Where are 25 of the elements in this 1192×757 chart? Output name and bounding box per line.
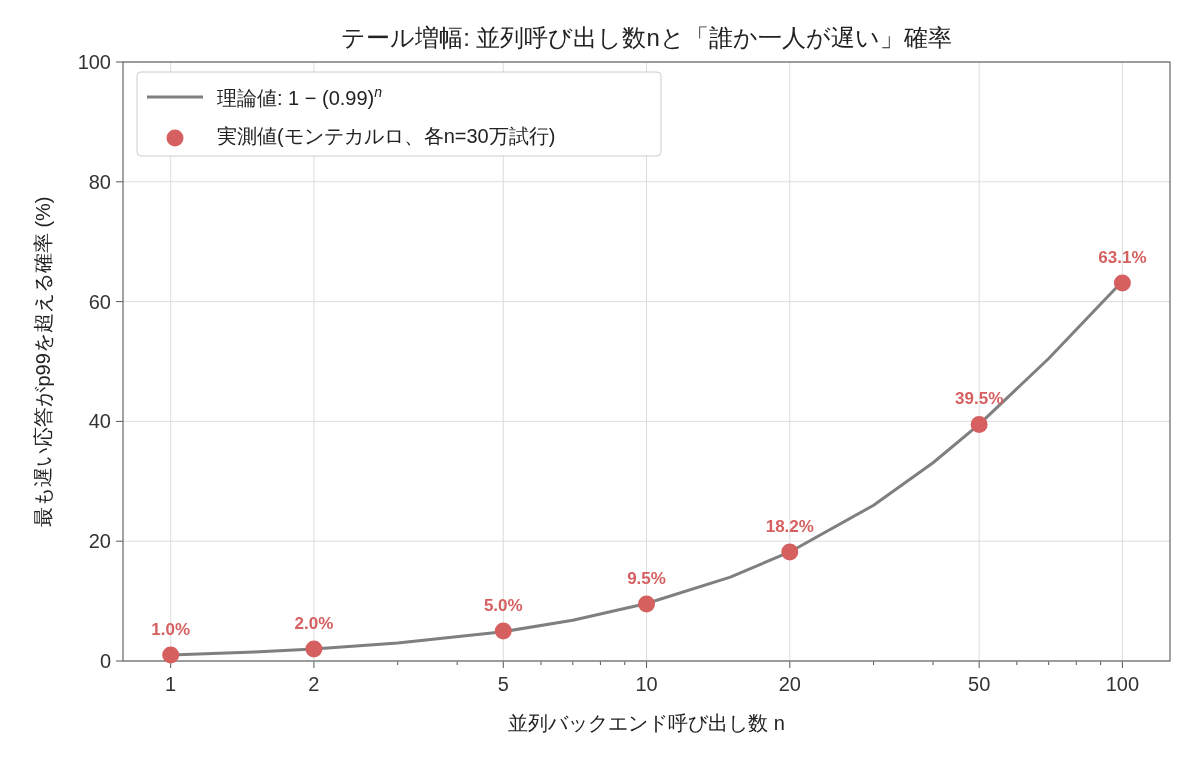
- data-label: 5.0%: [483, 596, 523, 616]
- y-tick-label: 100: [77, 51, 111, 73]
- x-tick-label: 1: [165, 673, 177, 695]
- x-tick-label: 100: [1105, 673, 1140, 695]
- data-label: 18.2%: [765, 516, 814, 536]
- x-axis-title: 並列バックエンド呼び出し数 n: [508, 712, 785, 734]
- data-label: 1.0%: [151, 620, 191, 640]
- y-tick-label: 0: [99, 650, 111, 672]
- data-label: 39.5%: [955, 389, 1004, 409]
- x-tick-label: 10: [635, 673, 658, 695]
- data-label: 63.1%: [1098, 248, 1147, 268]
- y-tick-label: 20: [88, 530, 111, 553]
- y-axis-title: 最も遅い応答がp99を超える確率 (%): [32, 196, 54, 527]
- chart-title: テール増幅: 並列呼び出し数nと「誰か一人が遅い」確率: [341, 24, 952, 51]
- legend-label: 理論値: 1 − (0.99)$^{n}$: [217, 84, 383, 109]
- data-label: 2.0%: [294, 614, 334, 634]
- legend-label: 実測値(モンテカルロ、各n=30万試行): [217, 125, 556, 147]
- y-tick-label: 80: [88, 170, 111, 193]
- x-tick-label: 5: [497, 673, 509, 695]
- data-label: 9.5%: [627, 569, 666, 589]
- x-tick-label: 20: [778, 673, 801, 695]
- y-tick-label: 40: [88, 410, 111, 433]
- y-tick-label: 60: [88, 290, 111, 313]
- x-tick-label: 2: [308, 673, 320, 695]
- x-tick-label: 50: [968, 673, 991, 695]
